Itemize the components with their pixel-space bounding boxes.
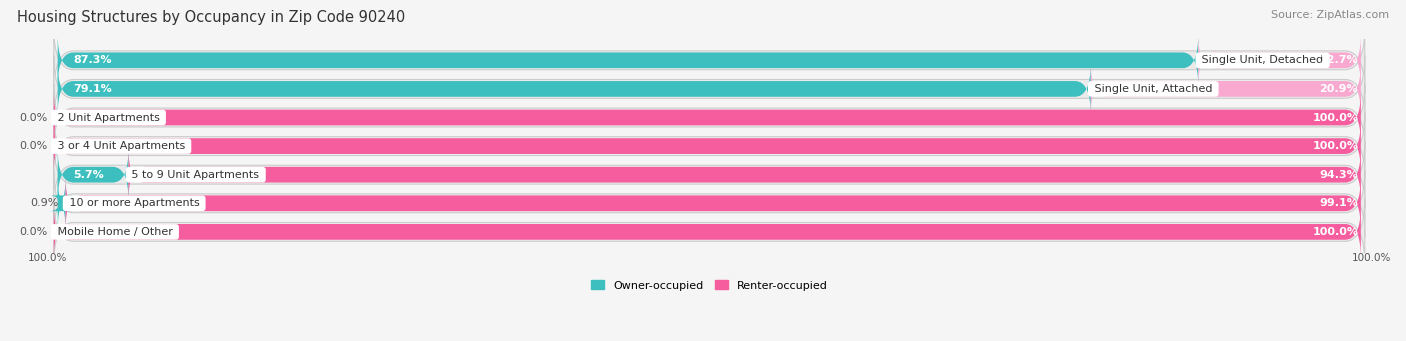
FancyBboxPatch shape [58, 148, 128, 201]
FancyBboxPatch shape [53, 56, 1365, 122]
FancyBboxPatch shape [128, 148, 1361, 201]
Text: 100.0%: 100.0% [1312, 113, 1358, 122]
FancyBboxPatch shape [53, 113, 1365, 180]
Text: Single Unit, Attached: Single Unit, Attached [1091, 84, 1216, 94]
Text: 5.7%: 5.7% [73, 170, 104, 180]
Text: 0.0%: 0.0% [18, 113, 48, 122]
FancyBboxPatch shape [53, 198, 1365, 265]
Text: 0.9%: 0.9% [31, 198, 59, 208]
Text: 100.0%: 100.0% [28, 253, 67, 263]
FancyBboxPatch shape [49, 177, 73, 230]
Text: 99.1%: 99.1% [1319, 198, 1358, 208]
Text: 94.3%: 94.3% [1319, 170, 1358, 180]
FancyBboxPatch shape [53, 84, 1365, 151]
Text: 0.0%: 0.0% [18, 141, 48, 151]
Text: 12.7%: 12.7% [1320, 55, 1358, 65]
FancyBboxPatch shape [58, 34, 1198, 87]
Text: Housing Structures by Occupancy in Zip Code 90240: Housing Structures by Occupancy in Zip C… [17, 10, 405, 25]
Text: 10 or more Apartments: 10 or more Apartments [66, 198, 202, 208]
Text: 3 or 4 Unit Apartments: 3 or 4 Unit Apartments [53, 141, 188, 151]
Text: Mobile Home / Other: Mobile Home / Other [53, 227, 176, 237]
FancyBboxPatch shape [53, 120, 1361, 173]
FancyBboxPatch shape [53, 27, 1365, 94]
Text: Source: ZipAtlas.com: Source: ZipAtlas.com [1271, 10, 1389, 20]
FancyBboxPatch shape [53, 141, 1365, 208]
Text: Single Unit, Detached: Single Unit, Detached [1198, 55, 1327, 65]
FancyBboxPatch shape [53, 91, 1361, 144]
Text: 5 to 9 Unit Apartments: 5 to 9 Unit Apartments [128, 170, 263, 180]
FancyBboxPatch shape [53, 170, 1365, 237]
Text: 79.1%: 79.1% [73, 84, 112, 94]
FancyBboxPatch shape [66, 177, 1361, 230]
Text: 100.0%: 100.0% [1312, 141, 1358, 151]
Text: 20.9%: 20.9% [1320, 84, 1358, 94]
FancyBboxPatch shape [1198, 34, 1361, 87]
Text: 100.0%: 100.0% [1351, 253, 1391, 263]
Legend: Owner-occupied, Renter-occupied: Owner-occupied, Renter-occupied [586, 276, 832, 295]
FancyBboxPatch shape [1091, 62, 1361, 115]
Text: 0.0%: 0.0% [18, 227, 48, 237]
Text: 100.0%: 100.0% [1312, 227, 1358, 237]
Text: 2 Unit Apartments: 2 Unit Apartments [53, 113, 163, 122]
Text: 87.3%: 87.3% [73, 55, 112, 65]
FancyBboxPatch shape [58, 62, 1091, 115]
FancyBboxPatch shape [53, 205, 1361, 258]
